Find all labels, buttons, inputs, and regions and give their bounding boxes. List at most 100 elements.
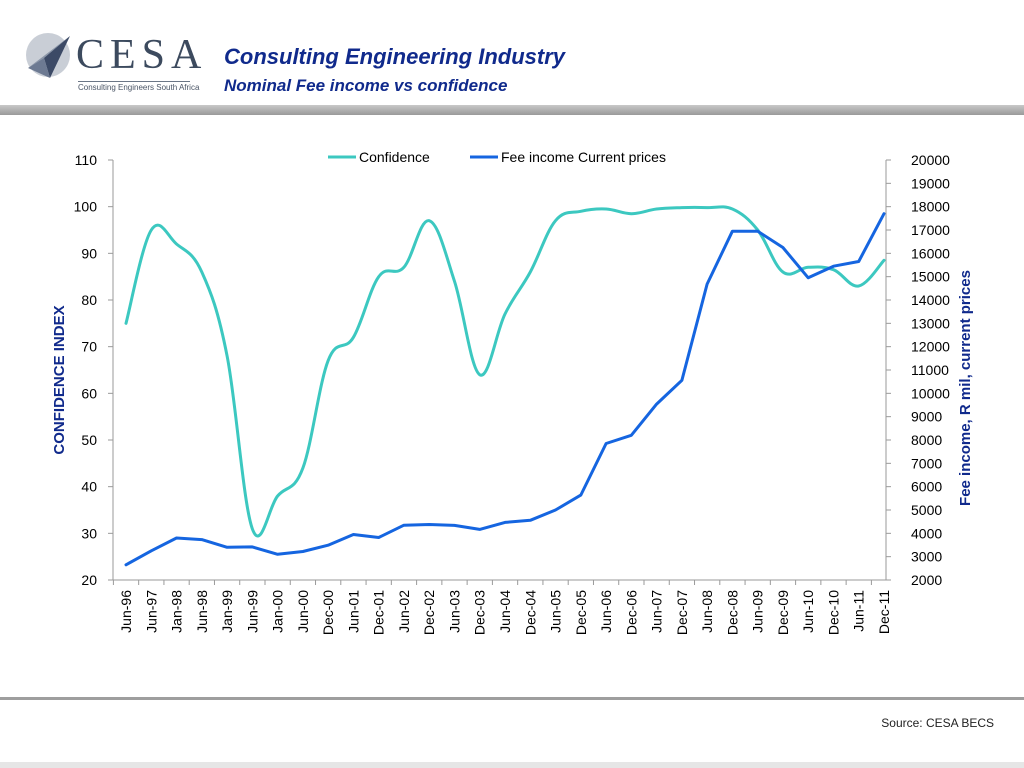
cesa-logo: CESA Consulting Engineers South Africa: [24, 28, 204, 98]
confidence-data-point: [807, 266, 809, 268]
fee-income-data-point: [176, 537, 178, 539]
fee-income-data-point: [605, 443, 607, 444]
left-tick-label: 70: [81, 339, 97, 355]
right-tick-label: 15000: [911, 269, 950, 285]
confidence-data-point: [302, 467, 304, 469]
page-subtitle: Nominal Fee income vs confidence: [224, 76, 508, 95]
left-tick-label: 30: [81, 525, 97, 541]
confidence-data-point: [605, 208, 607, 210]
right-tick-label: 16000: [911, 245, 950, 261]
logo-text: CESA: [76, 32, 208, 78]
fee-income-data-point: [302, 551, 304, 553]
x-tick-label: Jan-99: [219, 590, 235, 633]
right-tick-label: 7000: [911, 455, 942, 471]
confidence-data-point: [504, 313, 506, 315]
right-tick-label: 9000: [911, 409, 942, 425]
confidence-data-point: [630, 213, 632, 215]
fee-income-data-point: [504, 521, 506, 523]
right-tick-label: 4000: [911, 525, 942, 541]
fee-income-data-point: [630, 434, 632, 436]
x-tick-label: Jun-05: [548, 590, 564, 633]
confidence-data-point: [555, 220, 557, 222]
fee-income-data-point: [479, 528, 481, 530]
bottom-strip: [0, 762, 1024, 768]
x-tick-label: Dec-08: [724, 590, 740, 635]
fee-income-data-point: [656, 403, 658, 405]
legend-confidence-label: Confidence: [359, 149, 430, 165]
confidence-data-point: [201, 271, 203, 273]
left-tick-label: 110: [75, 152, 98, 168]
fee-income-data-point: [529, 519, 531, 521]
fee-income-data-point: [706, 283, 708, 285]
fee-income-data-point: [125, 564, 127, 566]
confidence-data-point: [150, 229, 152, 231]
fee-income-data-point: [580, 494, 582, 496]
x-tick-label: Jun-97: [143, 590, 159, 633]
fee-income-data-point: [403, 524, 405, 526]
fee-income-data-point: [883, 213, 885, 215]
right-tick-label: 8000: [911, 432, 942, 448]
x-tick-label: Dec-02: [421, 590, 437, 635]
fee-income-data-point: [681, 379, 683, 381]
confidence-data-point: [403, 266, 405, 268]
x-tick-label: Dec-06: [623, 590, 639, 635]
left-tick-label: 40: [81, 479, 97, 495]
x-tick-label: Jun-11: [851, 590, 867, 632]
confidence-data-point: [352, 336, 354, 338]
right-tick-label: 12000: [911, 339, 950, 355]
logo-subtitle: Consulting Engineers South Africa: [78, 83, 200, 92]
logo-divider: [78, 81, 190, 82]
header: CESA Consulting Engineers South Africa C…: [0, 0, 1024, 104]
right-tick-label: 10000: [911, 385, 950, 401]
x-tick-label: Dec-10: [825, 590, 841, 635]
x-tick-label: Dec-05: [573, 590, 589, 635]
left-tick-label: 100: [74, 199, 98, 215]
x-tick-label: Dec-07: [674, 590, 690, 635]
x-tick-label: Dec-03: [472, 590, 488, 635]
confidence-data-point: [706, 207, 708, 209]
confidence-data-point: [226, 355, 228, 357]
right-tick-label: 2000: [911, 572, 942, 588]
x-tick-label: Jun-96: [118, 590, 134, 633]
x-tick-label: Jun-03: [446, 590, 462, 633]
left-tick-label: 20: [81, 572, 97, 588]
right-tick-label: 3000: [911, 549, 942, 565]
x-tick-label: Jan-00: [270, 590, 286, 633]
x-tick-label: Dec-01: [371, 590, 387, 635]
right-tick-label: 18000: [911, 199, 950, 215]
x-tick-label: Dec-04: [522, 590, 538, 635]
fee-income-data-point: [807, 277, 809, 279]
chart: 20 30 40 50 60 70 80 90 100 110 2000 3000 4000 5000 60…: [51, 149, 974, 635]
left-tick-label: 60: [81, 385, 97, 401]
x-tick-label: Jun-08: [699, 590, 715, 633]
fee-income-data-point: [832, 265, 834, 267]
x-tick-label: Jun-06: [598, 590, 614, 633]
confidence-data-point: [277, 495, 279, 497]
fee-income-data-point: [782, 247, 784, 248]
confidence-data-point: [378, 276, 380, 278]
confidence-data-point: [858, 285, 860, 287]
x-tick-label: Jun-98: [194, 590, 210, 633]
left-tick-label: 90: [81, 245, 97, 261]
x-tick-label: Jun-07: [649, 590, 665, 633]
x-tick-label: Dec-09: [775, 590, 791, 635]
right-axis-title: Fee income, R mil, current prices: [957, 270, 974, 506]
source-note: Source: CESA BECS: [881, 716, 994, 730]
left-axis-title: CONFIDENCE INDEX: [51, 305, 68, 454]
x-tick-label: Jun-10: [800, 590, 816, 633]
confidence-data-point: [782, 271, 784, 273]
fee-income-data-point: [327, 544, 329, 546]
fee-income-data-point: [731, 230, 733, 232]
confidence-data-point: [580, 210, 582, 212]
fee-income-data-point: [352, 534, 354, 535]
header-divider: [0, 105, 1024, 115]
fee-income-data-point: [150, 550, 152, 552]
x-tick-label: Jun-02: [396, 590, 412, 633]
fee-income-data-point: [555, 509, 557, 511]
x-tick-label: Jan-98: [169, 590, 185, 633]
right-tick-label: 5000: [911, 502, 942, 518]
x-tick-label: Jun-04: [497, 590, 513, 633]
fee-income-data-point: [428, 523, 430, 525]
x-tick-label: Jun-00: [295, 590, 311, 633]
confidence-data-point: [125, 322, 127, 324]
